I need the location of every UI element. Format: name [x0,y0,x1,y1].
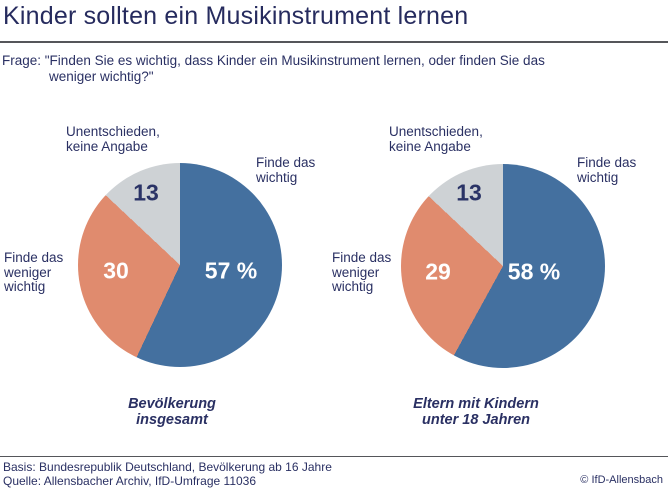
survey-question-line2: weniger wichtig?" [49,69,154,84]
callout-unentschieden: Unentschieden, keine Angabe [389,124,483,154]
callout-weniger-wichtig: Finde das weniger wichtig [4,250,64,294]
footer-quelle: Quelle: Allensbacher Archiv, IfD-Umfrage… [3,474,257,488]
callout-wichtig: Finde das wichtig [577,155,637,185]
footer-basis: Basis: Bundesrepublik Deutschland, Bevöl… [3,460,332,474]
pie-chart-parents: Unentschieden, keine Angabe Finde das wi… [332,110,668,445]
footer-copyright: © IfD-Allensbach [580,474,663,486]
page-title: Kinder sollten ein Musikinstrument lerne… [3,2,469,30]
footer-divider [0,456,668,457]
survey-question: Frage: "Finden Sie es wichtig, dass Kind… [2,53,545,85]
value-wichtig: 57 % [204,257,258,284]
callout-wichtig: Finde das wichtig [256,155,316,185]
value-weniger-wichtig: 30 [103,257,129,284]
value-unentschieden: 13 [456,179,482,206]
value-wichtig: 58 % [507,258,561,285]
chart-caption-parents: Eltern mit Kindern unter 18 Jahren [413,396,539,428]
chart-caption-population: Bevölkerung insgesamt [128,396,216,428]
value-unentschieden: 13 [133,179,159,206]
callout-unentschieden: Unentschieden, keine Angabe [66,124,160,154]
pie-population [78,163,282,367]
pie-chart-population: Unentschieden, keine Angabe Finde das wi… [0,110,334,445]
survey-question-line1: Frage: "Finden Sie es wichtig, dass Kind… [2,53,545,68]
pie-parents [401,164,605,368]
value-weniger-wichtig: 29 [425,258,451,285]
header-divider [0,41,668,43]
callout-weniger-wichtig: Finde das weniger wichtig [332,250,392,294]
